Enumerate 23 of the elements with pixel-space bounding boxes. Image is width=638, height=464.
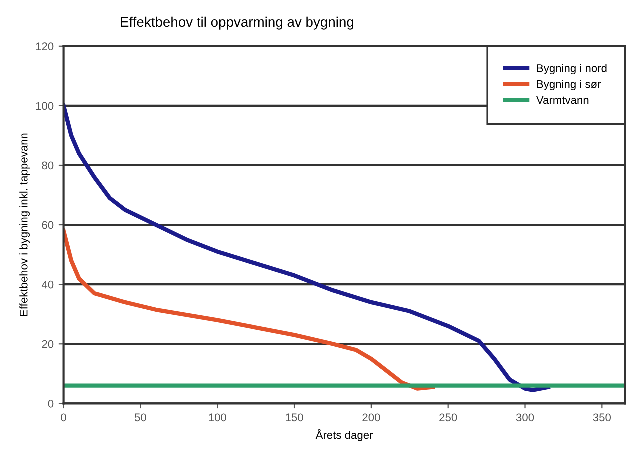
x-axis-title: Årets dager	[316, 429, 374, 442]
y-tick-label: 60	[42, 221, 54, 230]
y-tick-label: 0	[48, 400, 54, 408]
y-axis-title: Effektbehov i bygning inkl. tappevann	[20, 134, 30, 316]
line-series	[64, 228, 436, 391]
x-tick-label: 300	[516, 414, 534, 422]
y-tick-label: 20	[42, 340, 54, 348]
legend-label: Varmtvann	[536, 96, 589, 104]
legend-label: Bygning i sør	[537, 80, 602, 90]
y-tick-label: 80	[42, 162, 54, 170]
y-tick-label: 40	[42, 280, 54, 289]
legend-label: Bygning i nord	[537, 64, 607, 75]
x-tick-label: 0	[61, 414, 66, 422]
x-tick-label: 150	[286, 414, 304, 422]
x-tick-label: 50	[134, 414, 146, 422]
chart-title: Effektbehov til oppvarming av bygning	[121, 16, 354, 30]
x-tick-label: 100	[209, 414, 226, 422]
x-tick-label: 350	[593, 414, 612, 422]
x-tick-label: 200	[362, 414, 380, 422]
line-series	[64, 104, 550, 392]
x-tick-label: 250	[440, 414, 458, 422]
y-tick-label: 120	[36, 42, 54, 51]
y-tick-label: 100	[36, 102, 54, 110]
